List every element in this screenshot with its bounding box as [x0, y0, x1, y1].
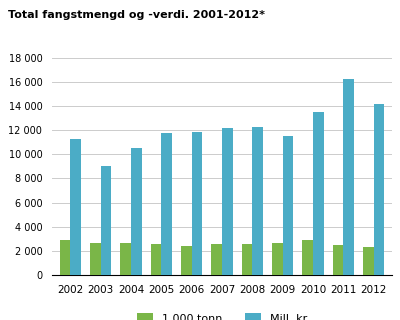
Bar — [131, 148, 142, 275]
Legend: 1 000 tonn, Mill. kr: 1 000 tonn, Mill. kr — [132, 309, 312, 320]
Bar — [302, 240, 313, 275]
Bar — [70, 139, 81, 275]
Bar — [333, 245, 344, 275]
Bar — [252, 126, 263, 275]
Bar — [90, 243, 100, 275]
Bar — [151, 244, 161, 275]
Bar — [211, 244, 222, 275]
Bar — [363, 247, 374, 275]
Bar — [344, 79, 354, 275]
Bar — [313, 112, 324, 275]
Bar — [100, 166, 111, 275]
Bar — [192, 132, 202, 275]
Bar — [222, 128, 233, 275]
Bar — [272, 243, 283, 275]
Bar — [242, 244, 252, 275]
Bar — [120, 243, 131, 275]
Bar — [60, 240, 70, 275]
Bar — [283, 136, 293, 275]
Bar — [374, 104, 384, 275]
Text: Total fangstmengd og -verdi. 2001-2012*: Total fangstmengd og -verdi. 2001-2012* — [8, 10, 265, 20]
Bar — [161, 132, 172, 275]
Bar — [181, 245, 192, 275]
